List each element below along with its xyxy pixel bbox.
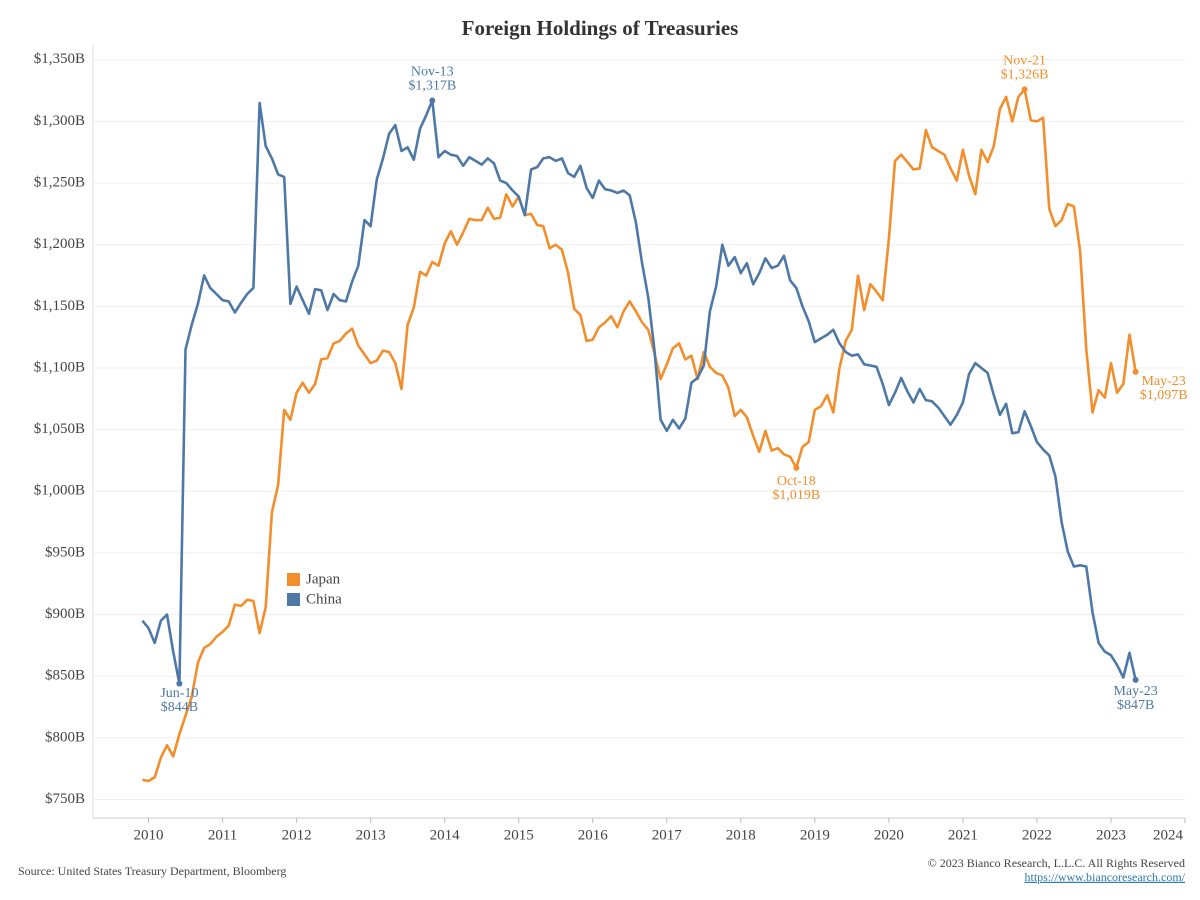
- x-tick-label: 2020: [874, 827, 904, 843]
- y-tick-label: $1,000B: [34, 483, 85, 499]
- x-tick-label: 2018: [726, 827, 756, 843]
- x-tick-label: 2021: [948, 827, 978, 843]
- y-tick-label: $1,350B: [34, 51, 85, 67]
- annotation-dot: [793, 464, 800, 471]
- x-tick-label: 2022: [1022, 827, 1052, 843]
- x-tick-label: 2019: [800, 827, 830, 843]
- x-tick-label: 2012: [282, 827, 312, 843]
- x-tick-label: 2024: [1153, 827, 1184, 843]
- source-note: Source: United States Treasury Departmen…: [18, 864, 286, 878]
- series-line: [141, 99, 1137, 685]
- x-tick-label: 2011: [208, 827, 237, 843]
- legend-label: China: [306, 591, 342, 607]
- y-tick-label: $1,300B: [34, 113, 85, 129]
- y-tick-label: $850B: [45, 668, 85, 684]
- copyright: © 2023 Bianco Research, L.L.C. All Right…: [928, 856, 1185, 870]
- annotation-label: $1,326B: [1001, 68, 1049, 83]
- x-tick-label: 2010: [134, 827, 164, 843]
- y-tick-label: $1,250B: [34, 175, 85, 191]
- annotation-dot: [1021, 86, 1028, 93]
- x-tick-label: 2014: [430, 827, 461, 843]
- annotation-label: Jun-10: [160, 686, 198, 701]
- y-tick-label: $1,150B: [34, 298, 85, 314]
- annotation-dot: [176, 680, 183, 687]
- annotation-label: $1,097B: [1140, 388, 1188, 403]
- x-tick-label: 2017: [652, 827, 683, 843]
- x-tick-label: 2023: [1096, 827, 1126, 843]
- annotation-dot: [1132, 368, 1139, 375]
- legend-swatch: [287, 573, 300, 586]
- url-link[interactable]: https://www.biancoresearch.com/: [1024, 870, 1185, 884]
- chart-title: Foreign Holdings of Treasuries: [462, 16, 739, 40]
- annotation-label: $1,019B: [772, 488, 820, 503]
- y-tick-label: $950B: [45, 544, 85, 560]
- series-line: [142, 88, 1137, 783]
- x-tick-label: 2016: [578, 827, 609, 843]
- legend-swatch: [287, 593, 300, 606]
- annotation-label: $844B: [161, 700, 198, 715]
- annotation-dot: [429, 97, 436, 104]
- annotation-label: Nov-21: [1003, 54, 1046, 69]
- y-tick-label: $900B: [45, 606, 85, 622]
- legend-label: Japan: [306, 571, 341, 587]
- annotation-label: $1,317B: [408, 79, 456, 94]
- annotation-dot: [1132, 676, 1139, 683]
- x-tick-label: 2013: [356, 827, 386, 843]
- y-tick-label: $1,100B: [34, 359, 85, 375]
- annotation-label: Nov-13: [411, 65, 454, 80]
- annotation-label: May-23: [1113, 684, 1157, 699]
- y-tick-label: $750B: [45, 791, 85, 807]
- x-tick-label: 2015: [504, 827, 534, 843]
- annotation-label: $847B: [1117, 698, 1154, 713]
- y-tick-label: $800B: [45, 729, 85, 745]
- annotation-label: May-23: [1141, 374, 1185, 389]
- y-tick-label: $1,050B: [34, 421, 85, 437]
- annotation-label: Oct-18: [777, 474, 816, 489]
- y-tick-label: $1,200B: [34, 236, 85, 252]
